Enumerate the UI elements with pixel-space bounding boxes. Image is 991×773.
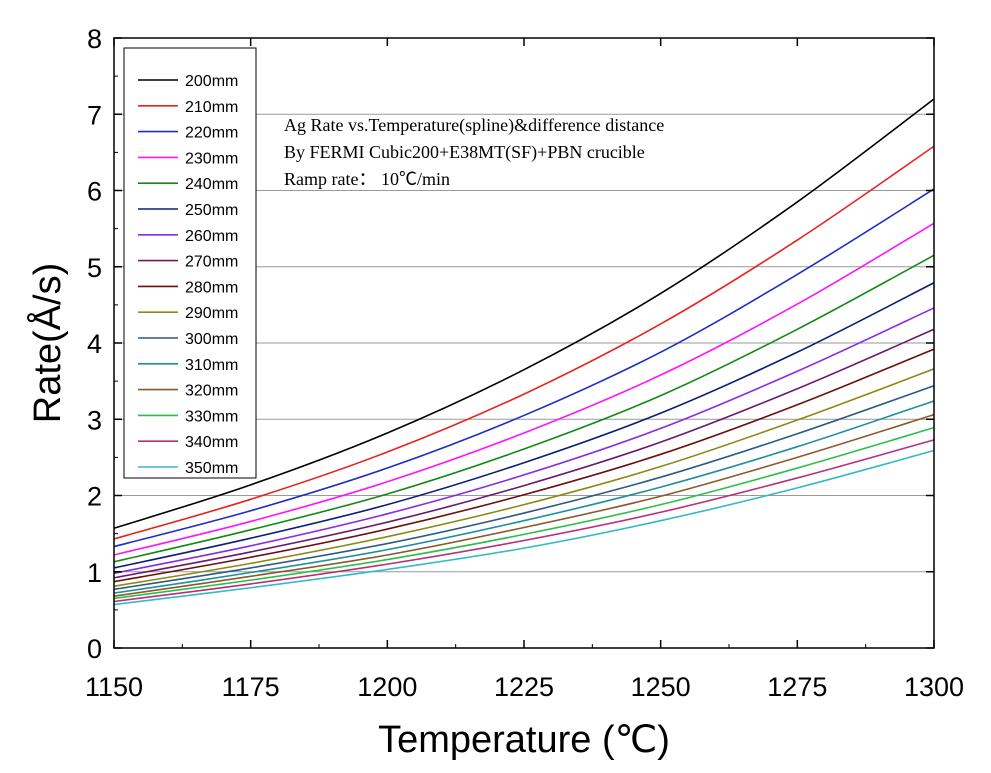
legend-label: 310mm — [185, 357, 238, 374]
legend-label: 330mm — [185, 408, 238, 425]
annotation-block: Ag Rate vs.Temperature(spline)&differenc… — [284, 115, 664, 189]
legend-label: 210mm — [185, 99, 238, 116]
series-line-300mm — [113, 384, 935, 591]
x-tick-label: 1300 — [904, 672, 964, 702]
series-line-200mm — [113, 98, 935, 530]
axis-ticks: 0 1 2 3 4 5 6 7 8 1150 1175 1200 1225 1250 1275 1300 — [85, 24, 964, 702]
y-tick-label: 6 — [87, 177, 102, 207]
legend-label: 250mm — [185, 202, 238, 219]
y-tick-label: 8 — [87, 24, 102, 54]
annotation-line-2: By FERMI Cubic200+E38MT(SF)+PBN crucible — [284, 142, 645, 163]
series-line-310mm — [113, 400, 935, 594]
annotation-line-3: Ramp rate： 10℃/min — [284, 169, 450, 189]
legend-label: 290mm — [185, 305, 238, 322]
series-line-240mm — [113, 254, 935, 563]
x-tick-label: 1225 — [494, 672, 554, 702]
series-line-270mm — [113, 328, 935, 579]
series-line-280mm — [113, 348, 935, 583]
series-line-350mm — [113, 449, 935, 606]
y-tick-label: 7 — [87, 100, 102, 130]
series-line-260mm — [113, 307, 935, 575]
series-line-210mm — [113, 145, 935, 540]
legend-label: 350mm — [185, 460, 238, 477]
legend-label: 240mm — [185, 176, 238, 193]
legend-box — [123, 47, 257, 479]
x-tick-label: 1175 — [222, 672, 280, 702]
x-axis-title: Temperature (℃) — [378, 719, 670, 761]
legend-label: 280mm — [185, 279, 238, 296]
series-lines — [113, 98, 935, 606]
y-axis-title: Rate(Å/s) — [25, 263, 69, 423]
y-tick-label: 0 — [87, 634, 102, 664]
x-tick-label: 1250 — [631, 672, 691, 702]
series-line-220mm — [113, 188, 935, 548]
legend-label: 320mm — [185, 383, 238, 400]
series-line-250mm — [113, 282, 935, 569]
series-line-290mm — [113, 368, 935, 588]
y-tick-label: 3 — [87, 405, 102, 435]
y-tick-label: 4 — [87, 329, 102, 359]
x-tick-label: 1275 — [767, 672, 827, 702]
series-line-330mm — [113, 426, 935, 600]
legend-label: 260mm — [185, 228, 238, 245]
legend-label: 220mm — [185, 125, 238, 142]
annotation-line-1: Ag Rate vs.Temperature(spline)&differenc… — [284, 115, 664, 136]
y-tick-label: 1 — [87, 558, 102, 588]
x-tick-label: 1200 — [357, 672, 417, 702]
series-line-230mm — [113, 222, 935, 556]
x-tick-label: 1150 — [85, 672, 143, 702]
legend-label: 200mm — [185, 73, 238, 90]
legend-label: 340mm — [185, 434, 238, 451]
legend-label: 230mm — [185, 150, 238, 167]
legend-label: 270mm — [185, 254, 238, 271]
series-line-320mm — [113, 413, 935, 597]
y-tick-label: 5 — [87, 253, 102, 283]
legend-label: 300mm — [185, 331, 238, 348]
y-tick-label: 2 — [87, 482, 102, 512]
legend: 200mm 210mm 220mm 230mm 240mm 250mm 260mm 270mm… — [123, 47, 257, 479]
series-line-340mm — [113, 439, 935, 603]
